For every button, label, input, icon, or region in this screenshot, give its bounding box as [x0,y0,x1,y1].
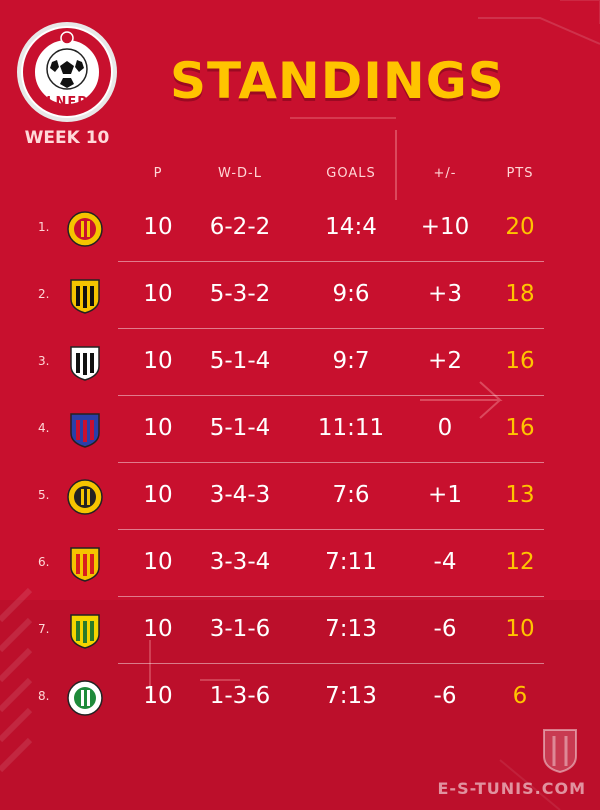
table-row: 1. 10 6-2-2 14:4 +10 20 [0,196,600,262]
table-row: 8. 10 1-3-6 7:13 -6 6 [0,665,600,731]
row-rank: 8. [38,689,50,703]
row-played: 10 [143,281,173,307]
row-goals: 7:6 [332,482,370,508]
row-played: 10 [143,214,173,240]
row-played: 10 [143,549,173,575]
site-name: E-S-TUNIS.COM [437,779,586,798]
row-divider [118,395,544,396]
table-row: 5. 10 3-4-3 7:6 +1 13 [0,464,600,530]
row-goals: 9:7 [332,348,370,374]
row-points: 16 [505,415,535,441]
column-wdl: W-D-L [218,166,262,181]
league-logo: LNFP WEEK 10 [14,22,120,148]
row-wdl: 3-4-3 [209,482,271,508]
row-wdl: 1-3-6 [209,683,271,709]
crest-red-yellow-stripes-icon [67,211,103,247]
row-goals: 11:11 [317,415,385,441]
week-label: WEEK 10 [24,128,110,148]
row-points: 10 [505,616,535,642]
row-played: 10 [143,415,173,441]
row-diff: +2 [428,348,462,374]
row-rank: 4. [38,421,50,435]
crest-black-white-stripes-icon [70,346,100,381]
table-row: 2. 10 5-3-2 9:6 +3 18 [0,263,600,329]
row-rank: 3. [38,354,50,368]
football-icon [46,48,88,90]
row-diff: -4 [433,549,457,575]
row-played: 10 [143,348,173,374]
column-diff: +/- [433,166,457,181]
crest-blue-red-stripes-icon [70,413,100,448]
row-goals: 9:6 [332,281,370,307]
row-rank: 6. [38,555,50,569]
row-divider [118,462,544,463]
row-rank: 1. [38,220,50,234]
row-divider [118,529,544,530]
row-points: 12 [505,549,535,575]
table-row: 6. 10 3-3-4 7:11 -4 12 [0,531,600,597]
row-wdl: 5-3-2 [209,281,271,307]
site-logo-icon [543,729,577,774]
row-diff: +1 [428,482,462,508]
crest-gold-black-round-icon [67,479,103,515]
row-points: 18 [505,281,535,307]
row-divider [118,328,544,329]
row-goals: 7:13 [325,683,377,709]
badge-ring-icon [23,28,111,116]
crest-yellow-green-shield-icon [70,614,100,649]
row-goals: 7:11 [325,549,377,575]
row-played: 10 [143,616,173,642]
row-divider [118,596,544,597]
row-rank: 2. [38,287,50,301]
row-rank: 7. [38,622,50,636]
row-points: 16 [505,348,535,374]
row-diff: +3 [428,281,462,307]
row-wdl: 5-1-4 [209,415,271,441]
column-played: P [153,166,163,181]
row-wdl: 3-3-4 [209,549,271,575]
table-row: 3. 10 5-1-4 9:7 +2 16 [0,330,600,396]
row-wdl: 6-2-2 [209,214,271,240]
row-points: 13 [505,482,535,508]
row-diff: +10 [420,214,470,240]
row-goals: 14:4 [325,214,377,240]
page-title: STANDINGS [170,52,505,110]
row-rank: 5. [38,488,50,502]
row-divider [118,663,544,664]
row-points: 20 [505,214,535,240]
row-wdl: 3-1-6 [209,616,271,642]
row-diff: -6 [433,683,457,709]
crest-red-yellow-shield-icon [70,547,100,582]
row-diff: -6 [433,616,457,642]
row-points: 6 [512,683,528,709]
league-letters: LNFP [46,95,88,110]
crest-black-yellow-stripes-icon [70,279,100,314]
table-header: P W-D-L GOALS +/- PTS [0,166,600,186]
row-divider [118,261,544,262]
row-played: 10 [143,482,173,508]
row-played: 10 [143,683,173,709]
row-wdl: 5-1-4 [209,348,271,374]
league-badge: LNFP [17,22,117,122]
table-row: 4. 10 5-1-4 11:11 0 16 [0,397,600,463]
column-goals: GOALS [326,166,376,181]
table-row: 7. 10 3-1-6 7:13 -6 10 [0,598,600,664]
column-points: PTS [506,166,534,181]
row-diff: 0 [437,415,453,441]
row-goals: 7:13 [325,616,377,642]
crest-green-white-round-icon [67,680,103,716]
